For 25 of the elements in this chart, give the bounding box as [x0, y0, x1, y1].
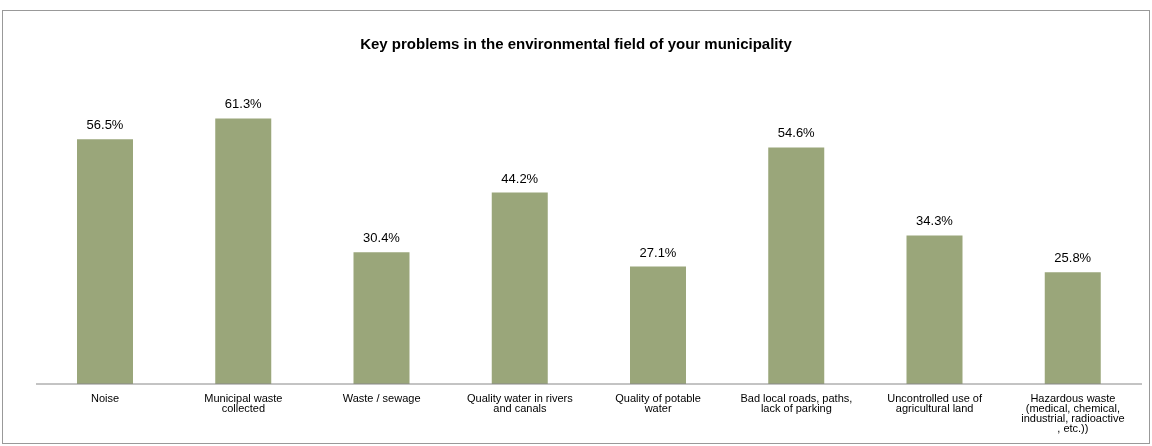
bar [630, 266, 686, 384]
data-label: 25.8% [1054, 250, 1092, 266]
bar [1044, 272, 1101, 384]
bar [77, 139, 133, 384]
chart-title: Key problems in the environmental field of your municipality [359, 35, 793, 52]
data-label: 56.5% [86, 117, 124, 133]
bar [353, 252, 410, 384]
bar [906, 235, 963, 384]
x-tick-label: Waste / sewage [342, 392, 421, 404]
bar [768, 147, 825, 384]
bar [491, 192, 548, 384]
bar [215, 118, 272, 384]
x-tick-label: Quality water in rivers and canals [466, 392, 574, 414]
x-tick-label: Bad local roads, paths, lack of parking [740, 392, 853, 414]
data-label: 54.6% [777, 125, 816, 141]
data-label: 27.1% [639, 244, 677, 260]
data-label: 34.3% [916, 213, 954, 229]
x-tick-label: Municipal waste collected [204, 392, 283, 414]
data-label: 61.3% [224, 96, 263, 112]
x-tick-label: Noise [91, 392, 120, 404]
data-label: 44.2% [501, 170, 539, 186]
x-tick-label: Hazardous waste (medical, chemical, industrial, radioactive , etc.)) [1021, 392, 1125, 434]
data-label: 30.4% [363, 230, 401, 246]
x-tick-label: Uncontrolled use of agricultural land [887, 392, 983, 414]
x-tick-label: Quality of potable water [615, 392, 701, 414]
